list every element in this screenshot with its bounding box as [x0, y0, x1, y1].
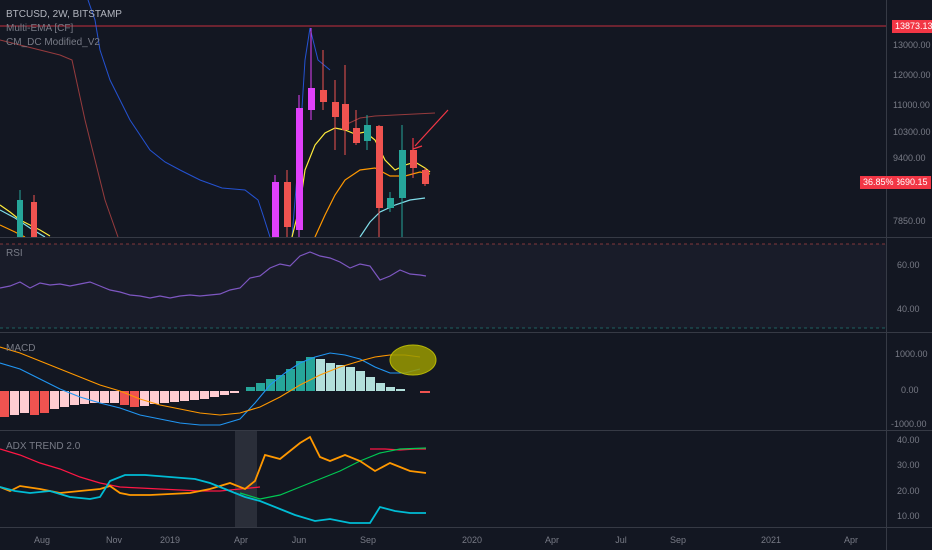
candle — [387, 198, 394, 208]
rsi-plot — [0, 243, 886, 329]
time-tick: Apr — [843, 535, 859, 545]
rsi-tick: 40.00 — [897, 304, 920, 314]
candle — [364, 125, 371, 141]
candle — [399, 150, 406, 198]
time-tick: Jun — [291, 535, 307, 545]
candle — [272, 182, 279, 237]
price-tick: 10300.00 — [893, 127, 931, 137]
candle — [31, 202, 37, 237]
rsi-panel[interactable]: RSI — [0, 238, 886, 332]
di-minus-line-2 — [370, 448, 426, 451]
annotation-arrow[interactable] — [412, 109, 449, 150]
time-tick: Jul — [615, 535, 627, 545]
donchian-mid-line — [344, 112, 436, 126]
adx-tick: 20.00 — [897, 486, 920, 496]
time-axis-separator — [0, 527, 932, 528]
price-tick: 7850.00 — [893, 216, 926, 226]
signal-line — [0, 346, 421, 416]
price-tick: 13000.00 — [893, 40, 931, 50]
ema-mid-line-2 — [314, 167, 431, 237]
candle — [332, 102, 339, 117]
price-axis[interactable]: 13873.13 13000.00 12000.00 11000.00 1030… — [886, 0, 932, 237]
candle — [376, 126, 383, 208]
adx-tick: 40.00 — [897, 435, 920, 445]
time-tick: 2020 — [461, 535, 483, 545]
candle — [353, 128, 360, 143]
panel-separator[interactable] — [0, 332, 932, 333]
rsi-line — [0, 251, 427, 299]
candle — [296, 108, 303, 230]
time-axis[interactable]: Aug Nov 2019 Apr Jun Sep 2020 Apr Jul Se… — [0, 528, 886, 550]
symbol-title[interactable]: BTCUSD, 2W, BITSTAMP — [6, 9, 122, 20]
price-tick: 12000.00 — [893, 70, 931, 80]
macd-tick: 1000.00 — [895, 349, 928, 359]
rsi-axis[interactable]: 60.00 40.00 — [886, 238, 932, 332]
adx-panel[interactable]: ADX TREND 2.0 — [0, 431, 886, 527]
high-price-badge: 13873.13 — [892, 20, 932, 33]
macd-title[interactable]: MACD — [6, 343, 36, 354]
candle — [17, 200, 23, 237]
adx-axis[interactable]: 40.00 30.00 20.00 10.00 — [886, 431, 932, 527]
ema-fast-line — [0, 204, 51, 237]
candle — [308, 88, 315, 110]
macd-axis[interactable]: 1000.00 0.00 -1000.00 — [886, 333, 932, 430]
time-tick: Nov — [105, 535, 123, 545]
time-tick: Apr — [233, 535, 249, 545]
rsi-tick: 60.00 — [897, 260, 920, 270]
indicator-cm-dc[interactable]: CM_DC Modified_V2 — [6, 37, 100, 48]
candles — [17, 28, 429, 237]
adx-line — [0, 435, 427, 496]
adx-tick: 30.00 — [897, 460, 920, 470]
candle — [422, 170, 429, 184]
candle — [342, 104, 349, 130]
time-tick: Sep — [669, 535, 687, 545]
adx-cyan-line — [0, 474, 426, 524]
candle — [410, 150, 417, 168]
macd-panel[interactable]: MACD — [0, 333, 886, 430]
price-panel[interactable]: BTCUSD, 2W, BITSTAMP Multi-EMA [CF] CM_D… — [0, 0, 886, 237]
candle — [320, 90, 327, 102]
percent-change-badge: 36.85% — [860, 176, 897, 189]
panel-separator[interactable] — [0, 430, 932, 431]
donchian-lower-line — [0, 39, 119, 237]
candle — [284, 182, 291, 227]
time-axis-corner — [886, 528, 932, 550]
macd-line — [0, 352, 421, 426]
last-price-badge: 8690.15 — [892, 176, 931, 189]
ema-slow-line-2 — [359, 197, 426, 237]
adx-tick: 10.00 — [897, 511, 920, 521]
time-tick: Aug — [33, 535, 51, 545]
rsi-title[interactable]: RSI — [6, 248, 23, 259]
macd-tick: -1000.00 — [891, 419, 927, 429]
panel-separator[interactable] — [0, 237, 932, 238]
ema-fast-line-2 — [291, 127, 431, 237]
time-tick: Sep — [359, 535, 377, 545]
highlight-band — [235, 431, 257, 527]
annotation-ellipse — [389, 344, 437, 376]
donchian-upper-line — [87, 0, 271, 237]
indicator-multi-ema[interactable]: Multi-EMA [CF] — [6, 23, 74, 34]
adx-title[interactable]: ADX TREND 2.0 — [6, 441, 81, 452]
price-tick: 11000.00 — [893, 100, 930, 110]
di-plus-line — [239, 447, 427, 500]
price-tick: 9400.00 — [893, 153, 926, 163]
time-tick: 2019 — [159, 535, 181, 545]
adx-plot — [0, 431, 427, 527]
macd-plot — [0, 344, 437, 426]
price-plot — [0, 0, 886, 237]
macd-histogram — [0, 357, 430, 417]
time-tick: 2021 — [760, 535, 782, 545]
time-tick: Apr — [544, 535, 560, 545]
macd-tick: 0.00 — [901, 385, 919, 395]
di-minus-line — [0, 448, 261, 492]
